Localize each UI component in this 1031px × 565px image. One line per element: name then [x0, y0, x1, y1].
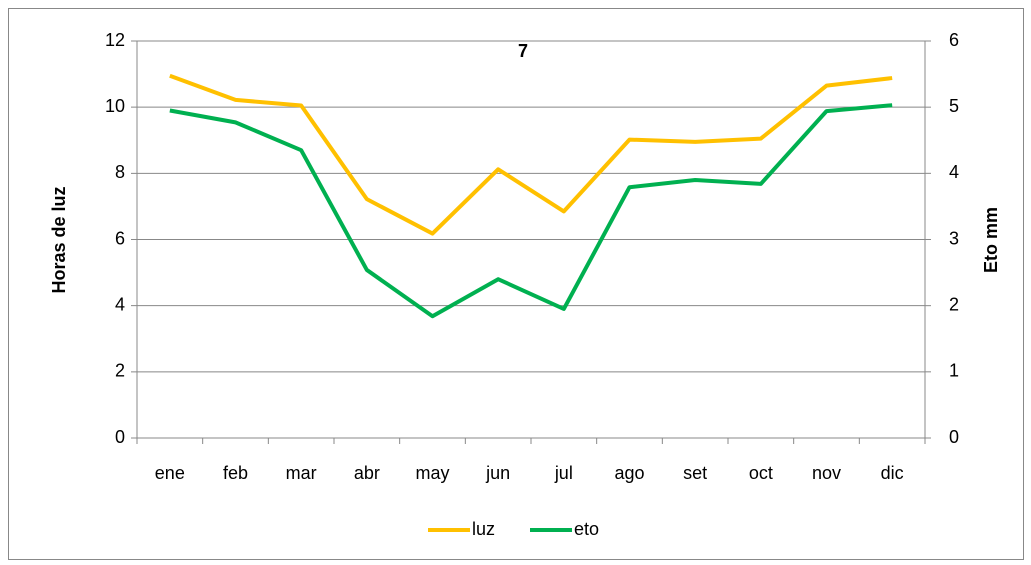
x-tick-label: ago — [614, 463, 644, 483]
y-tick-label: 8 — [115, 162, 125, 182]
x-tick-label: nov — [812, 463, 841, 483]
legend-label: luz — [472, 519, 495, 539]
x-tick-label: mar — [286, 463, 317, 483]
y2-tick-label: 5 — [949, 96, 959, 116]
x-tick-label: ene — [155, 463, 185, 483]
chart-title: 7 — [518, 41, 528, 61]
x-tick-label: feb — [223, 463, 248, 483]
y2-tick-label: 0 — [949, 427, 959, 447]
y-tick-label: 10 — [105, 96, 125, 116]
x-tick-label: set — [683, 463, 707, 483]
y2-tick-label: 2 — [949, 294, 959, 314]
y2-tick-label: 1 — [949, 361, 959, 381]
series-line — [169, 103, 893, 319]
y2-tick-label: 6 — [949, 30, 959, 50]
y-tick-label: 4 — [115, 294, 125, 314]
x-tick-label: oct — [749, 463, 773, 483]
x-tick-label: jul — [554, 463, 573, 483]
series-line — [169, 73, 893, 236]
y-tick-label: 0 — [115, 427, 125, 447]
x-tick-label: may — [415, 463, 449, 483]
y-axis-label: Horas de luz — [49, 186, 69, 293]
chart-border — [8, 8, 1024, 560]
x-tick-label: dic — [881, 463, 904, 483]
x-tick-label: abr — [354, 463, 380, 483]
x-tick-label: jun — [485, 463, 510, 483]
y-tick-label: 2 — [115, 361, 125, 381]
y2-tick-label: 4 — [949, 162, 959, 182]
legend-label: eto — [574, 519, 599, 539]
y-tick-label: 6 — [115, 228, 125, 248]
y2-axis-label: Eto mm — [981, 207, 1001, 273]
y-tick-label: 12 — [105, 30, 125, 50]
y2-tick-label: 3 — [949, 228, 959, 248]
